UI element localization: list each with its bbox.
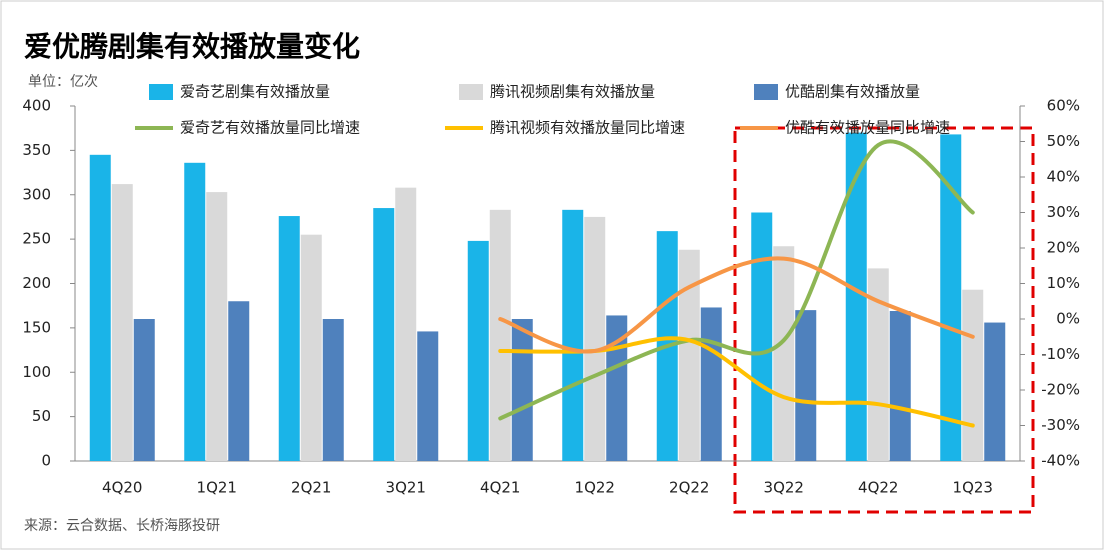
bar	[940, 134, 962, 461]
x-tick-label: 2Q21	[291, 479, 331, 497]
bar	[867, 268, 889, 461]
bar	[773, 246, 795, 461]
unit-label: 单位：亿次	[28, 74, 98, 90]
legend-label: 腾讯视频有效播放量同比增速	[490, 119, 685, 137]
bar	[184, 162, 206, 462]
bar	[89, 154, 111, 461]
line	[498, 139, 975, 421]
bar	[962, 289, 984, 461]
y-tick-label: 250	[22, 230, 51, 248]
line	[498, 256, 975, 354]
x-tick-label: 1Q22	[575, 479, 615, 497]
bar	[417, 331, 439, 461]
source: 来源：云合数据、长桥海豚投研	[24, 518, 220, 534]
legend-label: 腾讯视频剧集有效播放量	[490, 83, 655, 101]
bar	[228, 301, 250, 461]
legend-label: 优酷有效播放量同比增速	[785, 119, 950, 137]
bar	[751, 212, 773, 461]
y2-tick-label: -30%	[1041, 416, 1080, 434]
bar	[606, 315, 628, 461]
bar	[395, 187, 417, 461]
bar	[467, 240, 489, 461]
bar	[984, 322, 1006, 461]
y-tick-label: 50	[32, 407, 51, 425]
chart-title: 爱优腾剧集有效播放量变化	[24, 30, 360, 63]
x-tick-label: 1Q23	[953, 479, 993, 497]
y-tick-label: 400	[22, 97, 51, 115]
bar	[700, 307, 722, 461]
bar	[489, 209, 511, 461]
bar	[678, 249, 700, 461]
bar	[300, 234, 322, 461]
x-tick-label: 4Q22	[858, 479, 898, 497]
x-tick-label: 3Q22	[764, 479, 804, 497]
legend-label: 优酷剧集有效播放量	[785, 83, 920, 101]
y2-tick-label: 40%	[1047, 168, 1080, 186]
x-tick-label: 4Q21	[480, 479, 520, 497]
y2-tick-label: -10%	[1041, 345, 1080, 363]
x-tick-label: 4Q20	[102, 479, 142, 497]
legend-swatch	[149, 84, 173, 100]
y2-tick-label: 10%	[1047, 274, 1080, 292]
y2-tick-label: -20%	[1041, 381, 1080, 399]
y2-tick-label: 30%	[1047, 203, 1080, 221]
legend-swatch	[459, 84, 483, 100]
y-tick-label: 100	[22, 363, 51, 381]
y-tick-label: 0	[41, 452, 51, 470]
x-tick-label: 1Q21	[197, 479, 237, 497]
y2-tick-label: 20%	[1047, 239, 1080, 257]
y-tick-label: 200	[22, 274, 51, 292]
legend-label: 爱奇艺剧集有效播放量	[180, 83, 330, 101]
bar	[795, 310, 817, 461]
y-tick-label: 300	[22, 185, 51, 203]
y2-tick-label: -40%	[1041, 452, 1080, 470]
bar	[889, 311, 911, 461]
x-tick-label: 3Q21	[386, 479, 426, 497]
bar	[133, 319, 155, 461]
legend-swatch	[754, 84, 778, 100]
bar	[584, 216, 606, 461]
bar	[562, 209, 584, 461]
y-tick-label: 350	[22, 141, 51, 159]
y2-tick-label: 60%	[1047, 97, 1080, 115]
y2-tick-label: 50%	[1047, 132, 1080, 150]
bar	[845, 132, 867, 461]
legend-label: 爱奇艺有效播放量同比增速	[180, 119, 360, 137]
y2-tick-label: 0%	[1056, 310, 1080, 328]
bar	[111, 184, 133, 461]
x-tick-label: 2Q22	[669, 479, 709, 497]
y-tick-label: 150	[22, 318, 51, 336]
bar	[278, 216, 300, 461]
bar	[511, 319, 533, 461]
bar	[373, 208, 395, 461]
bar	[322, 319, 344, 461]
bar	[206, 192, 228, 461]
